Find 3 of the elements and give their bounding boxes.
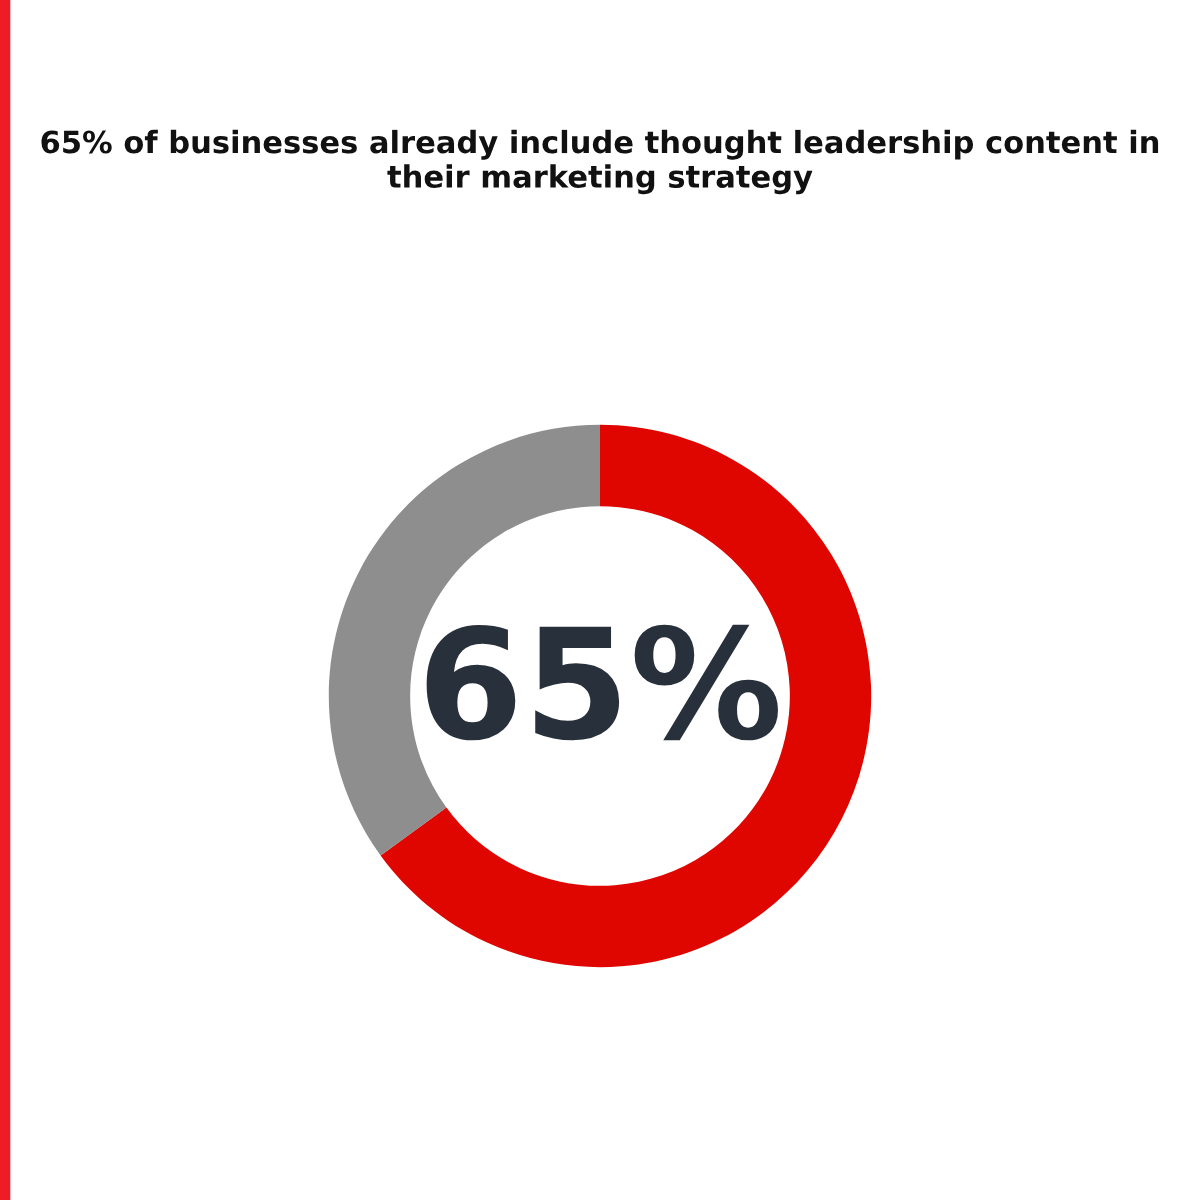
donut-slice — [380, 424, 872, 968]
data-label: 65% — [426, 624, 778, 741]
chart-title: 65% of businesses already include thought leadership content in their marketing strategy — [41, 129, 1159, 195]
